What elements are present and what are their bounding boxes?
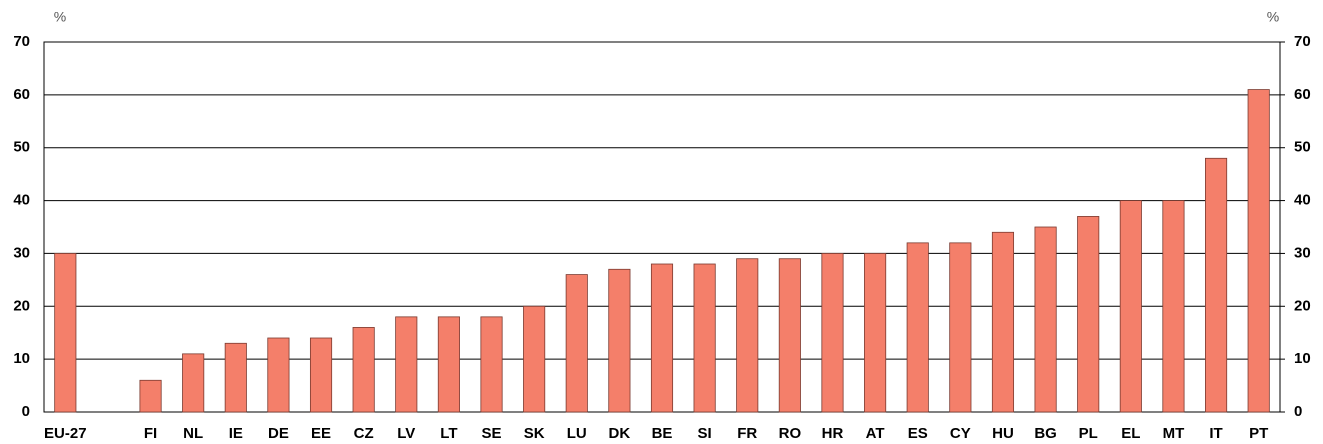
bar [949, 242, 972, 413]
y-tick-label: 50 [13, 139, 30, 156]
y2-tick-label: 30 [1294, 244, 1311, 261]
bar [139, 379, 162, 413]
bar [1034, 226, 1057, 413]
bar [821, 253, 844, 413]
y2-tick-label: 10 [1294, 350, 1311, 367]
bar [54, 253, 77, 413]
bar [565, 274, 588, 413]
y2-tick-label: 0 [1294, 403, 1302, 420]
x-tick-label: HU [992, 425, 1014, 442]
x-tick-label: CY [950, 425, 971, 442]
y2-tick-label: 70 [1294, 33, 1311, 50]
x-tick-label: MT [1163, 425, 1185, 442]
bar [1247, 89, 1270, 413]
y-tick-label: 0 [22, 403, 30, 420]
bar [395, 316, 418, 413]
x-tick-label: ES [908, 425, 928, 442]
y-tick-label: 10 [13, 350, 30, 367]
bar [480, 316, 503, 413]
bar [864, 253, 887, 413]
bar [736, 258, 759, 413]
bar [778, 258, 801, 413]
x-tick-label: EE [311, 425, 331, 442]
bar [352, 327, 375, 413]
bar [1119, 200, 1142, 413]
x-tick-label: PT [1249, 425, 1268, 442]
bar [1162, 200, 1185, 413]
y-tick-label: 70 [13, 33, 30, 50]
x-tick-label: AT [866, 425, 885, 442]
bar [437, 316, 460, 413]
y-tick-label: 30 [13, 244, 30, 261]
y2-tick-label: 60 [1294, 86, 1311, 103]
x-tick-label: LT [440, 425, 457, 442]
x-tick-label: EL [1121, 425, 1140, 442]
x-tick-label: FI [144, 425, 157, 442]
x-tick-label: HR [822, 425, 844, 442]
x-tick-label: LU [567, 425, 587, 442]
x-tick-label: RO [779, 425, 802, 442]
x-tick-label: SK [524, 425, 545, 442]
x-tick-label: CZ [354, 425, 374, 442]
x-tick-label: BG [1034, 425, 1057, 442]
bar [1077, 216, 1100, 413]
x-tick-label: IE [229, 425, 243, 442]
x-tick-label: BE [652, 425, 673, 442]
x-tick-label: IT [1209, 425, 1222, 442]
y2-axis-label: % [1267, 9, 1279, 25]
bar [523, 305, 546, 413]
y2-tick-label: 20 [1294, 297, 1311, 314]
y2-tick-label: 50 [1294, 139, 1311, 156]
x-tick-label: EU-27 [44, 425, 87, 442]
y-tick-label: 20 [13, 297, 30, 314]
x-tick-label: NL [183, 425, 203, 442]
bar [991, 231, 1015, 413]
x-tick-label: LV [397, 425, 415, 442]
y-tick-label: 40 [13, 192, 30, 209]
bar [309, 337, 333, 413]
bar [650, 263, 674, 413]
y2-tick-label: 40 [1294, 192, 1311, 209]
bar [1205, 157, 1228, 413]
bar [693, 263, 716, 413]
bar [267, 337, 290, 413]
x-tick-label: SI [698, 425, 712, 442]
bar [182, 353, 205, 413]
y-axis-label: % [54, 9, 66, 25]
bar [224, 342, 247, 413]
x-tick-label: DK [609, 425, 631, 442]
bar [608, 268, 631, 413]
x-tick-label: SE [482, 425, 502, 442]
x-tick-label: FR [737, 425, 757, 442]
y-tick-label: 60 [13, 86, 30, 103]
bar [906, 242, 929, 413]
x-tick-label: DE [268, 425, 289, 442]
x-tick-label: PL [1079, 425, 1098, 442]
